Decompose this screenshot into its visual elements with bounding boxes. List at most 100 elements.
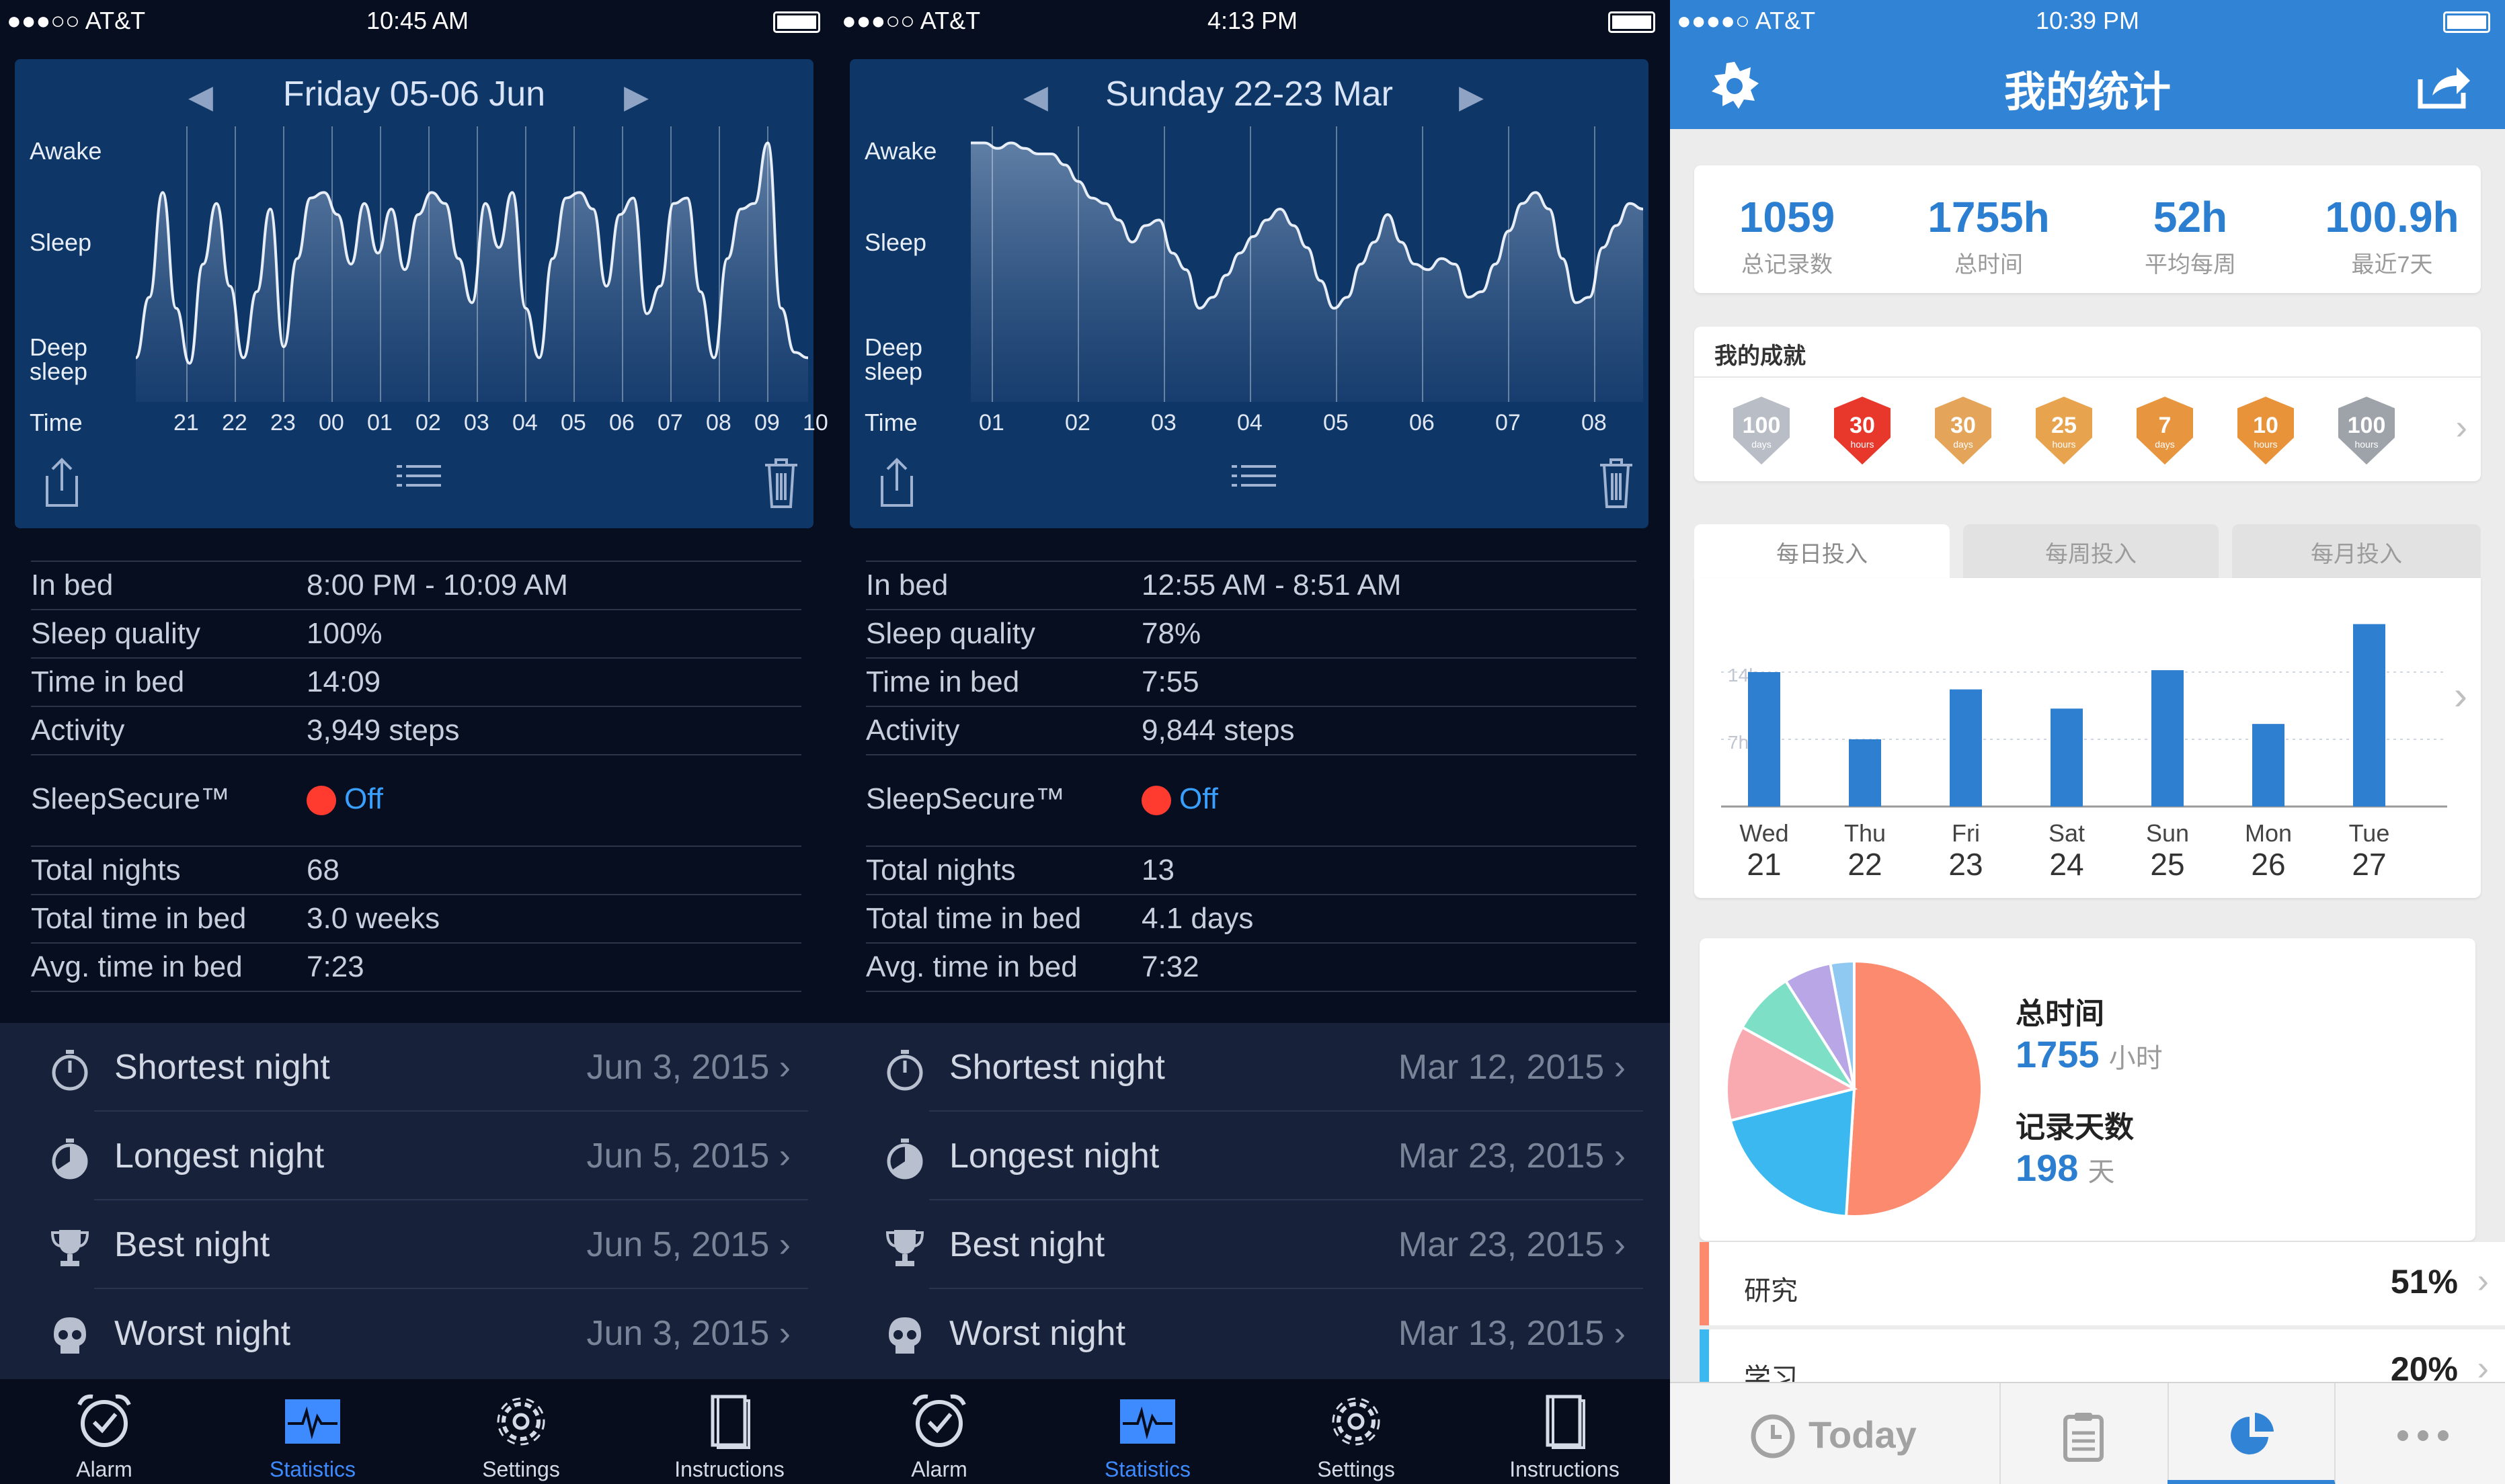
bar[interactable] bbox=[1748, 672, 1780, 807]
x-day-label: Thu bbox=[1844, 819, 1886, 847]
row-label: Activity bbox=[31, 714, 125, 747]
tab-records[interactable] bbox=[1999, 1383, 2169, 1484]
sleepsecure-row[interactable]: SleepSecure™ Off bbox=[31, 754, 801, 843]
row-label: Sleep quality bbox=[866, 617, 1035, 650]
sleep-graph-card: ◀ Friday 05-06 Jun ▶ Awake Sleep Deep sl… bbox=[15, 59, 828, 528]
next-night-arrow-icon[interactable]: ▶ bbox=[1459, 79, 1484, 115]
period-tab[interactable]: 每周投入 bbox=[1963, 524, 2219, 585]
row-value: 13 bbox=[1142, 854, 1175, 887]
bar[interactable] bbox=[2353, 624, 2385, 807]
category-percent: 20% bbox=[2390, 1350, 2458, 1388]
tab-gear[interactable]: Settings bbox=[1252, 1379, 1460, 1484]
tab-alarm-clock[interactable]: Alarm bbox=[835, 1379, 1043, 1484]
pie-slice[interactable] bbox=[1829, 959, 1856, 1089]
stopwatch-full-icon bbox=[52, 1139, 88, 1180]
prev-night-arrow-icon[interactable]: ◀ bbox=[1023, 79, 1048, 115]
battery-icon bbox=[773, 7, 820, 35]
carrier-label: ●●●○○ AT&T bbox=[842, 7, 981, 34]
tab-pulse[interactable]: Statistics bbox=[208, 1379, 417, 1484]
gear-icon bbox=[1332, 1397, 1380, 1446]
chevron-right-icon[interactable]: › bbox=[2455, 408, 2467, 447]
bar[interactable] bbox=[2151, 670, 2184, 807]
tab-alarm-clock[interactable]: Alarm bbox=[0, 1379, 208, 1484]
record-date: Jun 3, 2015 › bbox=[586, 1313, 791, 1354]
settings-badge-icon[interactable] bbox=[1708, 59, 1761, 113]
battery-icon bbox=[1608, 7, 1655, 35]
total-row: Total nights 68 bbox=[31, 846, 801, 894]
pie-slice[interactable] bbox=[1725, 1025, 1858, 1122]
record-row[interactable]: Worst night Mar 13, 2015 › bbox=[835, 1289, 1670, 1378]
tab-gear[interactable]: Settings bbox=[417, 1379, 625, 1484]
prev-night-arrow-icon[interactable]: ◀ bbox=[188, 79, 213, 115]
chevron-right-icon[interactable]: › bbox=[2454, 673, 2467, 718]
pie-card: 总时间 1755 小时 记录天数 198 天 bbox=[1700, 938, 2475, 1241]
status-off-dot-icon bbox=[1142, 786, 1171, 816]
period-tab[interactable]: 每月投入 bbox=[2232, 524, 2481, 585]
trash-icon[interactable] bbox=[761, 456, 801, 509]
category-row[interactable]: 研究 51% › bbox=[1700, 1242, 2505, 1325]
list-icon[interactable] bbox=[397, 456, 444, 496]
badge-number: 25 bbox=[2051, 413, 2077, 438]
stat-row: In bed 8:00 PM - 10:09 AM bbox=[31, 561, 801, 609]
page-title: 我的统计 bbox=[2003, 69, 2171, 116]
tab-pulse[interactable]: Statistics bbox=[1043, 1379, 1252, 1484]
next-night-arrow-icon[interactable]: ▶ bbox=[624, 79, 649, 115]
record-row[interactable]: Shortest night Jun 3, 2015 › bbox=[0, 1023, 835, 1112]
period-tab[interactable]: 每日投入 bbox=[1694, 524, 1950, 585]
bar[interactable] bbox=[2252, 724, 2284, 807]
chevron-right-icon: › bbox=[1604, 1137, 1626, 1176]
x-tick-label: 21 bbox=[173, 410, 199, 436]
record-row[interactable]: Longest night Jun 5, 2015 › bbox=[0, 1112, 835, 1200]
record-row[interactable]: Best night Mar 23, 2015 › bbox=[835, 1200, 1670, 1289]
sleepsecure-row[interactable]: SleepSecure™ Off bbox=[866, 754, 1636, 843]
pie-slice[interactable] bbox=[1844, 959, 1983, 1218]
record-row[interactable]: Best night Jun 5, 2015 › bbox=[0, 1200, 835, 1289]
record-row[interactable]: Shortest night Mar 12, 2015 › bbox=[835, 1023, 1670, 1112]
tab-more[interactable] bbox=[2336, 1383, 2505, 1484]
achievements-card[interactable]: 我的成就 100 days 30 hours 30 days 25 hours 7 days 10 h… bbox=[1694, 327, 2481, 481]
x-date-label: 21 bbox=[1747, 847, 1781, 882]
row-value: 78% bbox=[1142, 617, 1201, 650]
export-icon[interactable] bbox=[2416, 62, 2473, 110]
row-value: 7:55 bbox=[1142, 665, 1199, 698]
tab-today[interactable]: Today bbox=[1670, 1383, 2001, 1484]
y-label-sleep: Sleep bbox=[30, 229, 92, 256]
tab-book[interactable]: Instructions bbox=[625, 1379, 834, 1484]
x-date-label: 27 bbox=[2352, 847, 2386, 882]
clipboard-icon bbox=[2063, 1413, 2104, 1462]
y-label-sleep-2: sleep bbox=[30, 358, 88, 385]
sleep-curve bbox=[136, 141, 808, 365]
pie-slice[interactable] bbox=[1728, 1087, 1856, 1218]
bar[interactable] bbox=[1950, 689, 1982, 807]
record-label: Shortest night bbox=[949, 1048, 1165, 1087]
record-row[interactable]: Longest night Mar 23, 2015 › bbox=[835, 1112, 1670, 1200]
record-row[interactable]: Worst night Jun 3, 2015 › bbox=[0, 1289, 835, 1378]
header: ●●●●○ AT&T 10:39 PM 我的统计 bbox=[1670, 0, 2505, 129]
achievements-title: 我的成就 bbox=[1714, 343, 1806, 369]
pulse-icon bbox=[285, 1399, 340, 1444]
bar[interactable] bbox=[1849, 739, 1881, 807]
summary-value: 100.9h bbox=[2325, 193, 2459, 241]
record-label: Worst night bbox=[114, 1314, 291, 1353]
bar[interactable] bbox=[2051, 708, 2083, 807]
sleep-graph-card: ◀ Sunday 22-23 Mar ▶ Awake Sleep Deep sl… bbox=[850, 59, 1648, 528]
row-value: 9,844 steps bbox=[1142, 714, 1295, 747]
tab-statistics[interactable] bbox=[2168, 1383, 2336, 1484]
tab-book[interactable]: Instructions bbox=[1460, 1379, 1669, 1484]
share-icon[interactable] bbox=[877, 456, 917, 509]
sleepsecure-toggle[interactable]: Off bbox=[1142, 755, 1218, 843]
share-icon[interactable] bbox=[42, 456, 82, 509]
divider bbox=[866, 991, 1636, 992]
list-icon[interactable] bbox=[1232, 456, 1279, 496]
row-label: Sleep quality bbox=[31, 617, 200, 650]
sleepsecure-toggle[interactable]: Off bbox=[307, 755, 383, 843]
trash-icon[interactable] bbox=[1596, 456, 1636, 509]
summary-stat: 52h 平均每周 bbox=[2090, 192, 2291, 279]
